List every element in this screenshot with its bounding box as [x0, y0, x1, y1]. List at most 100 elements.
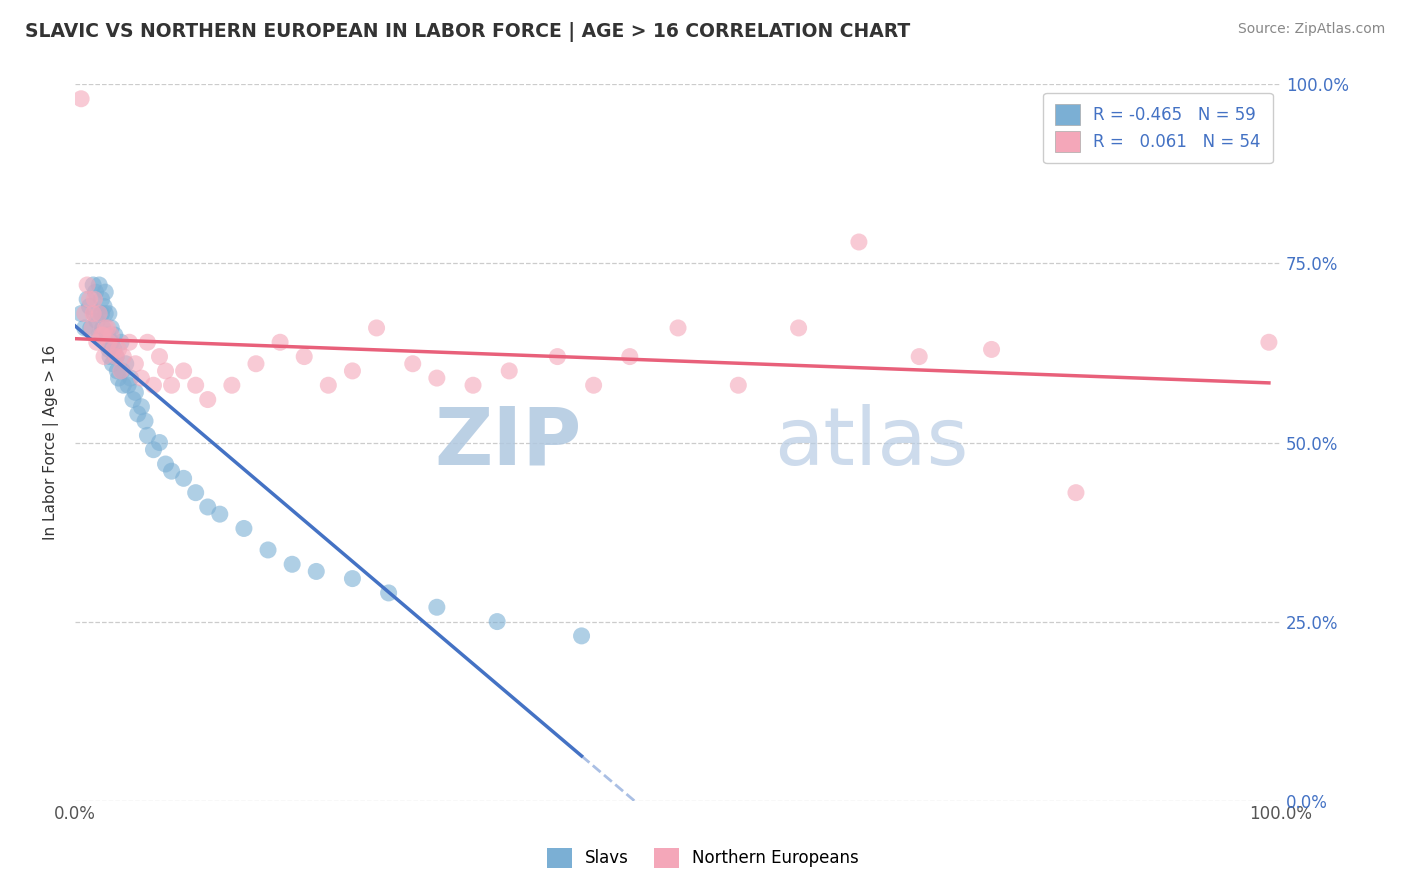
Point	[197, 392, 219, 407]
Point	[96, 335, 118, 350]
Point	[727, 378, 749, 392]
Point	[79, 293, 101, 307]
Point	[103, 343, 125, 357]
Point	[84, 285, 107, 300]
Point	[980, 343, 1002, 357]
Point	[127, 407, 149, 421]
Point	[97, 335, 120, 350]
Point	[1064, 485, 1087, 500]
Point	[131, 400, 153, 414]
Point	[91, 321, 114, 335]
Point	[82, 277, 104, 292]
Point	[155, 457, 177, 471]
Point	[148, 350, 170, 364]
Point	[173, 471, 195, 485]
Point	[80, 321, 103, 335]
Point	[79, 300, 101, 314]
Point	[107, 343, 129, 357]
Point	[97, 321, 120, 335]
Point	[73, 307, 96, 321]
Point	[787, 321, 810, 335]
Point	[114, 357, 136, 371]
Text: SLAVIC VS NORTHERN EUROPEAN IN LABOR FORCE | AGE > 16 CORRELATION CHART: SLAVIC VS NORTHERN EUROPEAN IN LABOR FOR…	[25, 22, 911, 42]
Point	[1257, 335, 1279, 350]
Point	[112, 378, 135, 392]
Point	[486, 615, 509, 629]
Y-axis label: In Labor Force | Age > 16: In Labor Force | Age > 16	[44, 345, 59, 541]
Point	[97, 328, 120, 343]
Point	[118, 335, 141, 350]
Point	[155, 364, 177, 378]
Point	[91, 328, 114, 343]
Point	[101, 357, 124, 371]
Point	[142, 442, 165, 457]
Point	[105, 350, 128, 364]
Point	[110, 364, 132, 378]
Point	[120, 371, 142, 385]
Point	[619, 350, 641, 364]
Point	[89, 307, 111, 321]
Point	[208, 507, 231, 521]
Point	[173, 364, 195, 378]
Point	[90, 307, 112, 321]
Point	[426, 371, 449, 385]
Point	[148, 435, 170, 450]
Point	[83, 307, 105, 321]
Point	[105, 364, 128, 378]
Point	[86, 314, 108, 328]
Point	[571, 629, 593, 643]
Point	[124, 357, 146, 371]
Point	[90, 328, 112, 343]
Text: Source: ZipAtlas.com: Source: ZipAtlas.com	[1237, 22, 1385, 37]
Point	[184, 485, 207, 500]
Point	[100, 321, 122, 335]
Point	[305, 565, 328, 579]
Point	[245, 357, 267, 371]
Point	[76, 293, 98, 307]
Point	[257, 543, 280, 558]
Point	[94, 321, 117, 335]
Point	[83, 293, 105, 307]
Point	[111, 364, 134, 378]
Point	[86, 335, 108, 350]
Point	[73, 321, 96, 335]
Point	[93, 350, 115, 364]
Point	[848, 235, 870, 249]
Point	[97, 307, 120, 321]
Point	[582, 378, 605, 392]
Point	[82, 307, 104, 321]
Point	[666, 321, 689, 335]
Point	[80, 321, 103, 335]
Point	[105, 350, 128, 364]
Point	[94, 307, 117, 321]
Point	[90, 293, 112, 307]
Point	[93, 300, 115, 314]
Point	[221, 378, 243, 392]
Point	[342, 364, 364, 378]
Point	[184, 378, 207, 392]
Point	[100, 335, 122, 350]
Point	[426, 600, 449, 615]
Legend: Slavs, Northern Europeans: Slavs, Northern Europeans	[540, 841, 866, 875]
Point	[281, 558, 304, 572]
Point	[107, 371, 129, 385]
Point	[97, 343, 120, 357]
Point	[76, 277, 98, 292]
Point	[342, 572, 364, 586]
Point	[70, 307, 93, 321]
Point	[197, 500, 219, 514]
Point	[100, 328, 122, 343]
Point	[131, 371, 153, 385]
Legend: R = -0.465   N = 59, R =   0.061   N = 54: R = -0.465 N = 59, R = 0.061 N = 54	[1043, 93, 1272, 163]
Point	[117, 378, 139, 392]
Point	[377, 586, 399, 600]
Point	[160, 464, 183, 478]
Text: atlas: atlas	[775, 403, 969, 482]
Point	[103, 343, 125, 357]
Point	[318, 378, 340, 392]
Point	[89, 277, 111, 292]
Point	[160, 378, 183, 392]
Point	[232, 521, 254, 535]
Point	[136, 335, 159, 350]
Text: ZIP: ZIP	[434, 403, 582, 482]
